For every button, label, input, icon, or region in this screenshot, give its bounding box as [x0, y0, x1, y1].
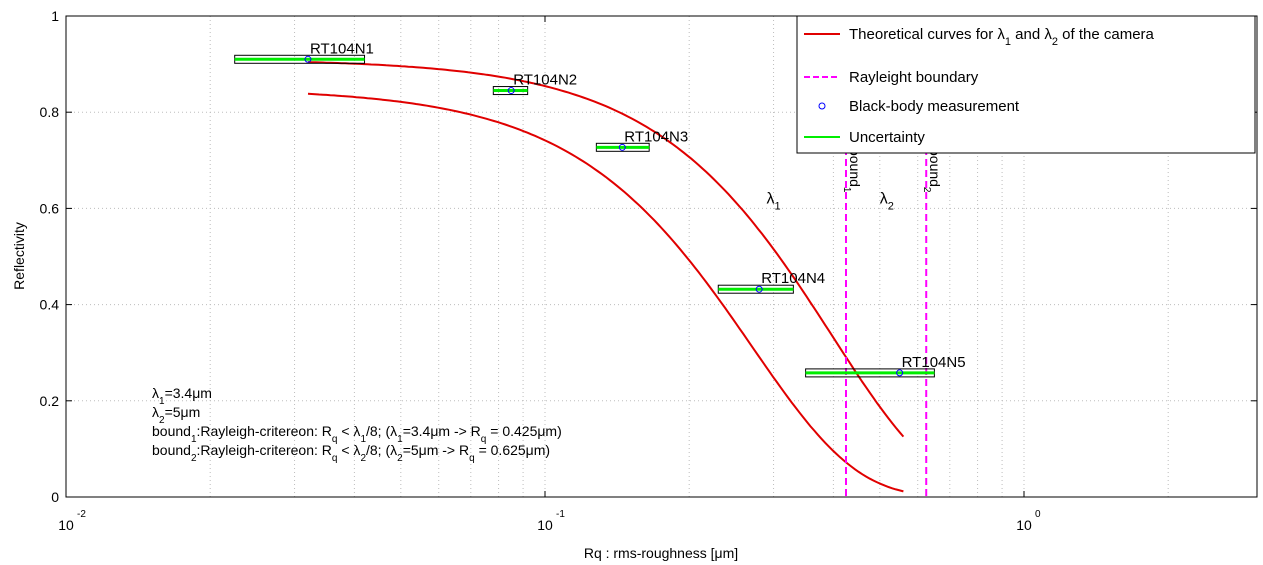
legend-entry-label: Rayleight boundary [849, 69, 979, 86]
y-tick-label: 0.2 [40, 393, 60, 409]
y-tick-label: 0.8 [40, 104, 60, 120]
annotation-line: bound1:Rayleigh-critereon: Rq < λ1/8; (λ… [152, 423, 562, 445]
y-tick-label: 0.4 [40, 297, 60, 313]
measurement-label: RT104N1 [310, 40, 374, 57]
x-tick-label: 10 [537, 517, 553, 533]
x-tick-exponent: 0 [1035, 509, 1041, 520]
measurement-label: RT104N3 [624, 128, 688, 145]
annotation-line: λ1=3.4μm [152, 385, 212, 407]
y-tick-label: 1 [51, 8, 59, 24]
curve-label: λ2 [880, 191, 894, 213]
annotation-line: λ2=5μm [152, 404, 200, 426]
curve-lambda2 [307, 61, 905, 438]
rayleigh-boundary-label: bound2 [922, 148, 944, 193]
legend-circle-icon [818, 102, 826, 110]
y-axis-label: Reflectivity [11, 222, 27, 290]
measurement-label: RT104N5 [902, 354, 966, 371]
y-tick-label: 0 [51, 489, 59, 505]
measurements: RT104N1 RT104N2 RT104N3 RT104N4 RT104N5 [234, 40, 966, 378]
curve-lambda1 [307, 92, 904, 493]
legend-entry-label: Black-body measurement [849, 98, 1020, 115]
annotation-block: λ1=3.4μmλ2=5μmbound1:Rayleigh-critereon:… [152, 385, 562, 464]
theoretical-curves [307, 61, 905, 493]
curve-labels: λ1 λ2 [766, 191, 893, 213]
rayleigh-boundary-label: bound1 [841, 148, 863, 193]
measurement-label: RT104N4 [761, 270, 825, 287]
annotation-line: bound2:Rayleigh-critereon: Rq < λ2/8; (λ… [152, 442, 550, 464]
y-axis-ticks: 0 0.2 0.4 0.6 0.8 1 [40, 8, 1257, 505]
legend: Theoretical curves for λ1 and λ2 of the … [796, 15, 1256, 154]
legend-box [796, 15, 1256, 154]
measurement-label: RT104N2 [513, 72, 577, 89]
legend-entry-label: Theoretical curves for λ1 and λ2 of the … [849, 26, 1155, 48]
x-tick-label: 10 [1016, 517, 1032, 533]
x-tick-label: 10 [58, 517, 74, 533]
measurement-point [304, 55, 312, 63]
x-tick-exponent: -1 [556, 509, 565, 520]
measurement-point [896, 369, 904, 377]
measurement-point [755, 285, 763, 293]
plot-frame [65, 15, 1258, 498]
measurement-point [618, 143, 626, 151]
x-tick-exponent: -2 [77, 509, 86, 520]
y-tick-label: 0.6 [40, 200, 60, 216]
curve-label: λ1 [766, 191, 780, 213]
legend-entry-label: Uncertainty [849, 129, 925, 146]
x-axis-label: Rq : rms-roughness [μm] [584, 545, 738, 561]
measurement-point [507, 87, 515, 95]
